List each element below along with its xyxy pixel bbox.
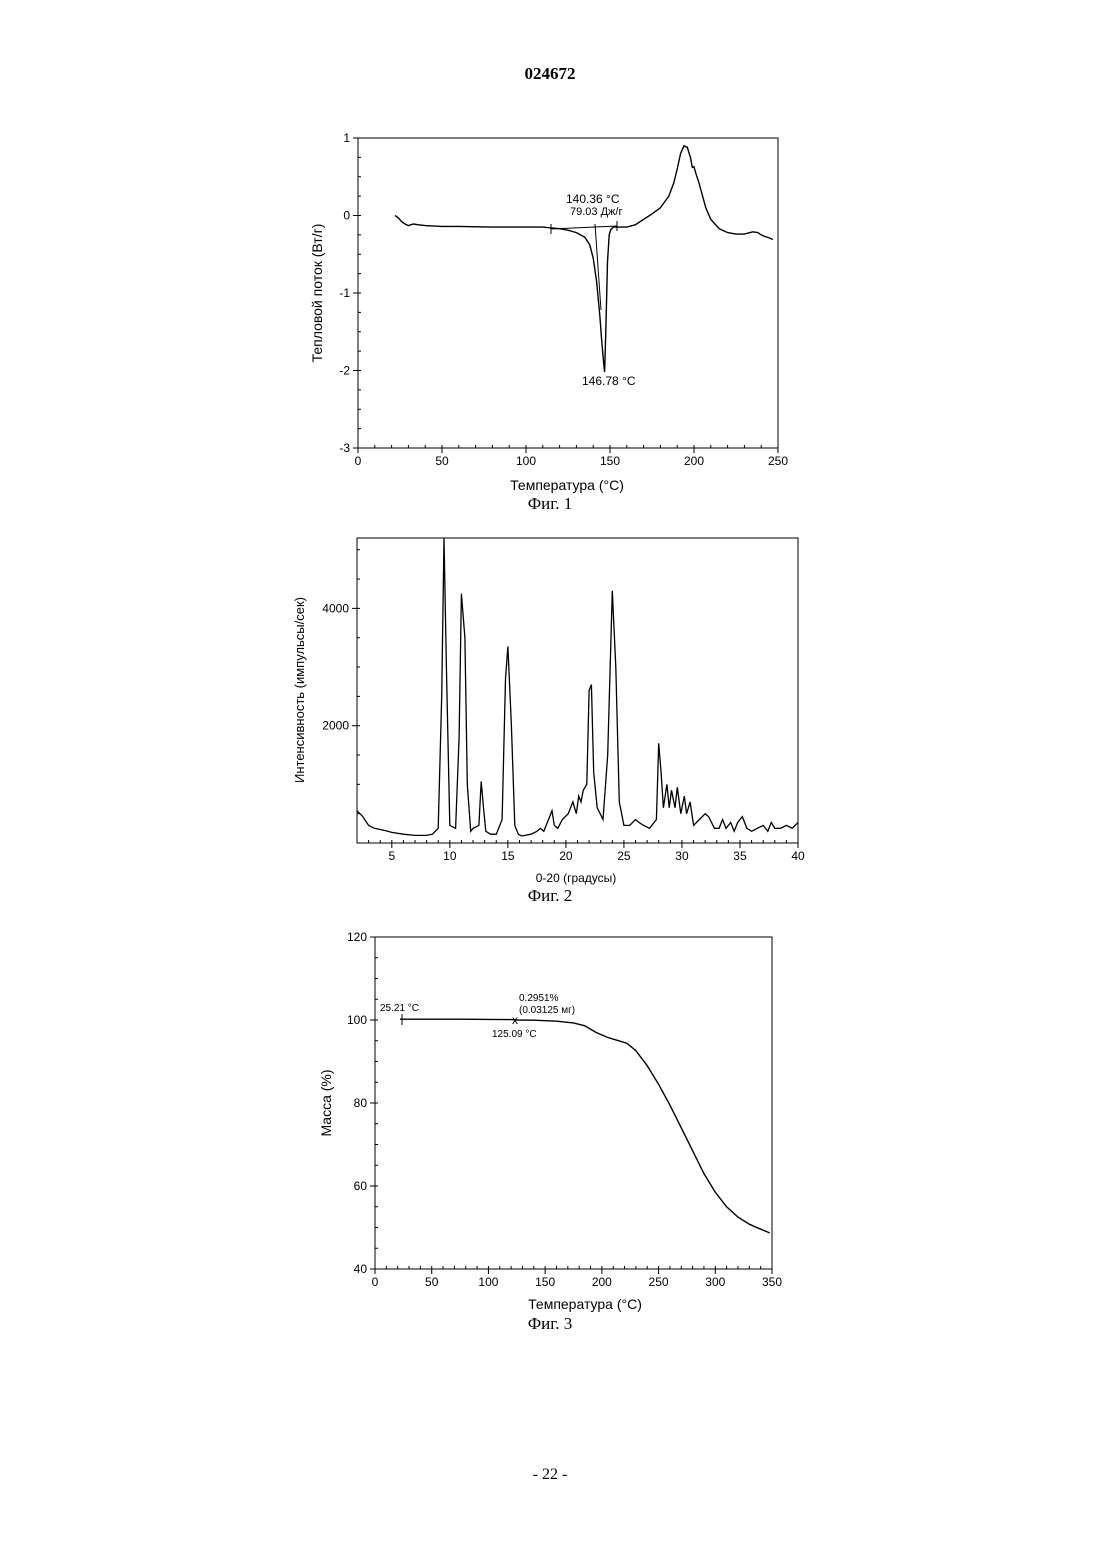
x-tick-label: 350 [762,1275,782,1289]
start-temperature-label: 25.21 °C [380,1003,419,1014]
y-tick-label: 60 [354,1179,368,1193]
x-tick-label: 200 [592,1275,612,1289]
y-axis-label: Масса (%) [318,1069,334,1136]
axis-y-ticks: 40 60 80 100 120 [347,930,378,1276]
figure-3-caption: Фиг. 3 [0,1314,1100,1334]
x-tick-label: 50 [425,1275,439,1289]
x-tick-label: 100 [478,1275,498,1289]
x-tick-label: 250 [649,1275,669,1289]
x-tick-label: 0 [372,1275,379,1289]
y-tick-label: 80 [354,1096,368,1110]
y-tick-label: 100 [347,1013,367,1027]
end-temperature-label: 125.09 °C [492,1029,537,1040]
y-tick-label: 40 [354,1262,368,1276]
y-tick-label: 120 [347,930,367,944]
x-tick-label: 150 [535,1275,555,1289]
x-tick-label: 300 [705,1275,725,1289]
plot-frame [375,937,772,1269]
tga-curve [400,1019,770,1233]
range-marker-right: x [512,1013,518,1027]
tga-chart: 0 50 100 150 200 250 300 350 40 60 80 100 120 x 25.… [0,0,1100,1320]
mass-loss-percent-label: 0.2951% [519,993,559,1004]
mass-loss-mg-label: (0.03125 мг) [519,1005,575,1016]
x-axis-label: Температура (°C) [528,1296,642,1312]
page-footer: - 22 - [0,1466,1100,1484]
